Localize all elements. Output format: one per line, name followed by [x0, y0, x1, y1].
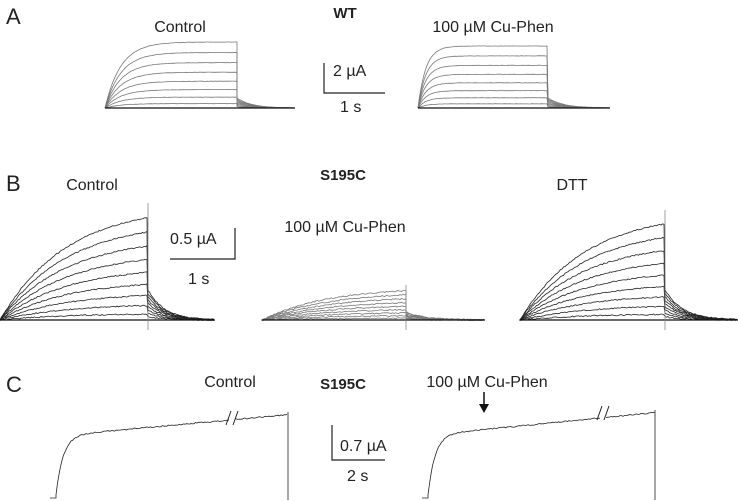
condition: Control	[154, 19, 206, 36]
trace	[104, 80, 295, 109]
trace	[519, 223, 738, 321]
trace	[417, 64, 610, 109]
panel-label: A	[6, 4, 21, 29]
trace	[104, 51, 294, 109]
condition: Control	[66, 177, 118, 194]
panel-title: S195C	[320, 376, 366, 393]
panel-label: C	[6, 372, 22, 397]
condition: DTT	[556, 177, 587, 194]
scale-bar	[170, 228, 236, 260]
condition: 100 µM Cu-Phen	[432, 19, 553, 36]
break-mark	[225, 410, 239, 426]
trace	[104, 41, 295, 109]
scale-current: 2 µA	[333, 63, 367, 80]
trace	[0, 231, 215, 321]
trace	[0, 304, 215, 321]
condition: 100 µM Cu-Phen	[426, 374, 547, 391]
trace	[417, 45, 610, 109]
trace	[0, 271, 215, 321]
trace	[0, 217, 215, 320]
trace	[261, 289, 485, 321]
trace	[519, 305, 738, 321]
scale-bar	[323, 63, 385, 94]
panel-title: S195C	[320, 167, 366, 184]
scale-bar	[331, 425, 385, 461]
trace	[50, 412, 289, 500]
trace	[261, 301, 485, 321]
trace	[519, 296, 738, 321]
trace	[104, 71, 295, 109]
scale-current: 0.5 µA	[170, 231, 217, 248]
trace	[519, 274, 738, 322]
trace	[417, 55, 610, 109]
trace	[417, 90, 610, 109]
trace	[519, 262, 738, 321]
trace	[422, 410, 656, 500]
scale-current: 0.7 µA	[340, 438, 387, 455]
condition: 100 µM Cu-Phen	[284, 219, 405, 236]
break-gap	[600, 405, 606, 421]
panel-label: B	[6, 171, 21, 196]
break-mark	[596, 405, 610, 421]
texts: A WT Control 100 µM Cu-Phen 2 µA 1 s B S…	[6, 4, 588, 485]
arrow-head	[479, 404, 489, 413]
break-gap	[229, 410, 235, 426]
scale-time: 1 s	[188, 271, 209, 288]
scale-time: 1 s	[340, 99, 361, 116]
trace	[0, 294, 215, 321]
scale-time: 2 s	[347, 468, 368, 485]
trace	[519, 285, 738, 321]
trace	[519, 250, 738, 322]
panel-title: WT	[333, 5, 356, 22]
condition: Control	[204, 374, 256, 391]
trace	[0, 258, 215, 321]
